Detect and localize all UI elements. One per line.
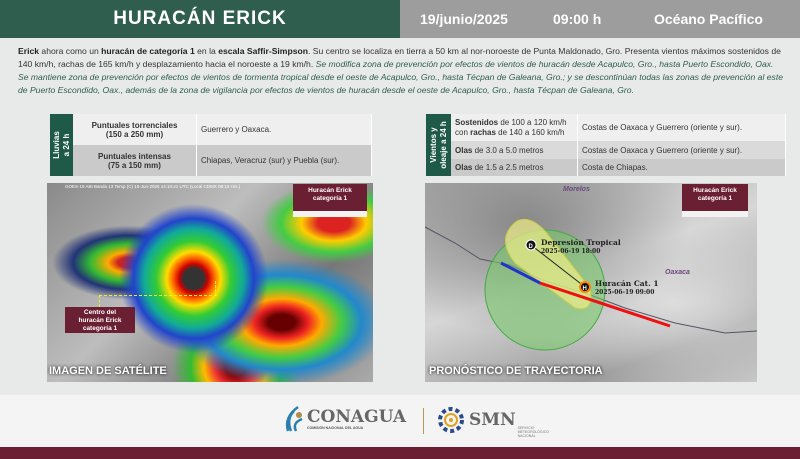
t: Puntuales intensas xyxy=(98,151,171,161)
center-pointer-line xyxy=(99,295,217,307)
smn-name: SMN xyxy=(469,410,516,430)
track-graphic: D H xyxy=(425,218,757,351)
rain-table: Lluvias a 24 h Puntuales torrenciales (150… xyxy=(50,114,372,176)
bulletin-text: Erick ahora como un huracán de categoría… xyxy=(18,45,786,97)
wind-areas: Costas de Oaxaca y Guerrero (oriente y s… xyxy=(578,114,786,141)
text: en la xyxy=(194,46,219,56)
track-line xyxy=(530,244,586,288)
t: Olas xyxy=(455,145,473,155)
t: Sostenidos xyxy=(455,117,499,127)
t: huracán Erick xyxy=(78,317,122,324)
t: METEOROLÓGICO xyxy=(517,430,549,434)
t: NACIONAL xyxy=(517,434,536,438)
smn-logo: SMN SERVICIO METEOROLÓGICO NACIONAL xyxy=(436,405,549,438)
forecast-track-map: D H Morelos Oaxaca Depresión Tropical 202… xyxy=(425,183,757,382)
t: Puntuales torrenciales xyxy=(91,120,178,130)
t: de 3.0 a 5.0 metros xyxy=(472,145,544,155)
t: (75 a 150 mm) xyxy=(108,160,161,170)
rain-label: Lluvias a 24 h xyxy=(50,114,73,176)
watch-blue-segment xyxy=(500,261,541,285)
wave-areas: Costas de Oaxaca y Guerrero (oriente y s… xyxy=(578,141,786,159)
scale: escala Saffir-Simpson xyxy=(218,46,308,56)
t: rachas xyxy=(470,127,496,137)
label: Lluvias xyxy=(51,131,61,159)
wave-value: Olas de 3.0 a 5.0 metros xyxy=(451,141,578,159)
smn-spiral-gear-icon xyxy=(438,407,464,433)
t: Huracán Erick xyxy=(693,187,737,194)
t: categoría 1 xyxy=(312,195,348,202)
conagua-name: CONAGUA xyxy=(307,407,407,427)
t: Olas xyxy=(455,163,473,172)
t: 2025-06-19 18:00 xyxy=(541,248,601,255)
warning-text: Se modifica zona de prevención por efect… xyxy=(18,59,783,95)
forecast-caption: PRONÓSTICO DE TRAYECTORIA xyxy=(429,365,603,377)
t: Depresión Tropical xyxy=(541,238,621,247)
text: . Su centro se localiza en tierra a 50 k… xyxy=(18,46,781,69)
conagua-logo: CONAGUA COMISIÓN NACIONAL DEL AGUA xyxy=(282,405,406,433)
t: (150 a 250 mm) xyxy=(105,129,164,139)
footer-bar xyxy=(0,447,800,459)
rain-type: Puntuales intensas (75 a 150 mm) xyxy=(73,145,197,176)
label: a 24 h xyxy=(61,133,71,157)
satellite-caption: IMAGEN DE SATÉLITE xyxy=(49,365,167,377)
center-pointer-line xyxy=(215,281,216,296)
t: Centro del xyxy=(83,309,117,316)
conagua-wave-icon xyxy=(285,405,303,432)
t: Huracán Erick xyxy=(308,187,352,194)
t: categoría 1 xyxy=(82,325,118,332)
state-morelos: Morelos xyxy=(563,186,590,193)
rain-areas: Guerrero y Oaxaca. xyxy=(197,114,372,145)
t: SERVICIO xyxy=(517,426,535,430)
forecast-badge: Huracán Erick categoría 1 xyxy=(682,184,748,217)
conagua-subtitle: COMISIÓN NACIONAL DEL AGUA xyxy=(307,426,364,430)
wind-value: Sostenidos de 100 a 120 km/h con rachas … xyxy=(451,114,578,141)
wave-value: Olas de 1.5 a 2.5 metros xyxy=(451,159,578,176)
t: 2025-06-19 09:00 xyxy=(595,289,655,296)
t: de 140 a 160 km/h xyxy=(495,127,565,137)
point-h-letter: H xyxy=(583,286,587,292)
wave-areas: Costa de Chiapas. xyxy=(578,159,786,176)
header-time: 09:00 h xyxy=(553,11,602,27)
table-row: Olas de 3.0 a 5.0 metros Costas de Oaxac… xyxy=(451,141,786,159)
point-h-marker xyxy=(579,281,591,293)
table-row: Puntuales torrenciales (150 a 250 mm) Gue… xyxy=(73,114,372,145)
t: de 1.5 a 2.5 metros xyxy=(472,163,544,172)
table-row: Olas de 1.5 a 2.5 metros Costa de Chiapa… xyxy=(451,159,786,176)
rain-type: Puntuales torrenciales (150 a 250 mm) xyxy=(73,114,197,145)
point-d-marker xyxy=(525,239,537,251)
header-ocean: Océano Pacífico xyxy=(654,11,763,27)
satellite-badge: Huracán Erick categoría 1 xyxy=(293,184,367,217)
label: Vientos y xyxy=(428,127,438,163)
satellite-timestamp: GOES-19 ABI Banda 13 Temp (C) 19-Jun-202… xyxy=(65,184,241,189)
storm-name: Erick xyxy=(18,46,40,56)
state-oaxaca: Oaxaca xyxy=(665,269,690,276)
wind-table: Vientos y oleaje a 24 h Sostenidos de 100… xyxy=(426,114,786,176)
label: oleaje a 24 h xyxy=(438,121,448,169)
header-title: HURACÁN ERICK xyxy=(0,0,400,38)
table-row: Sostenidos de 100 a 120 km/h con rachas … xyxy=(451,114,786,141)
header-info: 19/junio/2025 09:00 h Océano Pacífico xyxy=(400,0,800,38)
t: Huracán Cat. 1 xyxy=(595,279,659,288)
logo-divider xyxy=(423,408,424,434)
t: categoría 1 xyxy=(697,195,733,202)
footer: CONAGUA COMISIÓN NACIONAL DEL AGUA SMN S… xyxy=(0,395,800,447)
smn-subtitle: SERVICIO METEOROLÓGICO NACIONAL xyxy=(518,426,549,438)
point-d-letter: D xyxy=(529,244,534,250)
table-row: Puntuales intensas (75 a 150 mm) Chiapas,… xyxy=(73,145,372,176)
text: ahora como un xyxy=(39,46,102,56)
t: de 100 a 120 km/h con xyxy=(455,117,567,137)
hurricane-center-label: Centro del huracán Erick categoría 1 xyxy=(65,307,135,333)
point-h-label: Huracán Cat. 1 2025-06-19 09:00 xyxy=(595,280,659,297)
warning-red-segment xyxy=(539,281,671,328)
wind-label: Vientos y oleaje a 24 h xyxy=(426,114,451,176)
category: huracán de categoría 1 xyxy=(101,46,195,56)
rain-areas: Chiapas, Veracruz (sur) y Puebla (sur). xyxy=(197,145,372,176)
satellite-image: GOES-19 ABI Banda 13 Temp (C) 19-Jun-202… xyxy=(47,183,373,382)
header-date: 19/junio/2025 xyxy=(420,11,508,27)
point-d-label: Depresión Tropical 2025-06-19 18:00 xyxy=(541,239,621,256)
